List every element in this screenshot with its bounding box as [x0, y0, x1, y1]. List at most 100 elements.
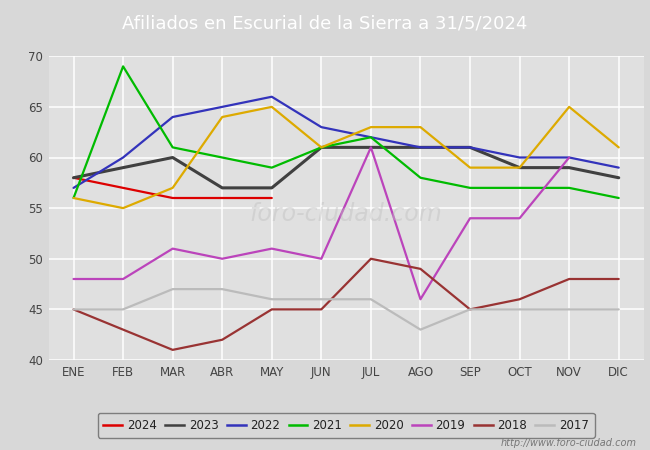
2018	[466, 307, 474, 312]
2022	[466, 145, 474, 150]
2018	[417, 266, 424, 271]
2020	[317, 145, 325, 150]
2018	[119, 327, 127, 332]
Line: 2020: 2020	[73, 107, 619, 208]
2019	[466, 216, 474, 221]
2019	[566, 155, 573, 160]
2023	[70, 175, 77, 180]
2020	[169, 185, 177, 191]
2017	[218, 287, 226, 292]
2023	[566, 165, 573, 171]
2017	[466, 307, 474, 312]
2021	[515, 185, 523, 191]
2022	[169, 114, 177, 120]
2022	[367, 135, 375, 140]
2022	[218, 104, 226, 110]
2019	[268, 246, 276, 251]
2022	[70, 185, 77, 191]
2021	[566, 185, 573, 191]
Line: 2023: 2023	[73, 148, 619, 188]
2022	[119, 155, 127, 160]
Text: Afiliados en Escurial de la Sierra a 31/5/2024: Afiliados en Escurial de la Sierra a 31/…	[122, 14, 528, 33]
2018	[515, 297, 523, 302]
Line: 2017: 2017	[73, 289, 619, 329]
2019	[515, 216, 523, 221]
2021	[417, 175, 424, 180]
2023	[119, 165, 127, 171]
2023	[317, 145, 325, 150]
Text: http://www.foro-ciudad.com: http://www.foro-ciudad.com	[501, 438, 637, 448]
2022	[615, 165, 623, 171]
2017	[268, 297, 276, 302]
2017	[615, 307, 623, 312]
2023	[367, 145, 375, 150]
2023	[169, 155, 177, 160]
2017	[566, 307, 573, 312]
2019	[169, 246, 177, 251]
Line: 2018: 2018	[73, 259, 619, 350]
2020	[218, 114, 226, 120]
2024	[268, 195, 276, 201]
2023	[218, 185, 226, 191]
2020	[119, 205, 127, 211]
2020	[566, 104, 573, 110]
2021	[466, 185, 474, 191]
2019	[417, 297, 424, 302]
2021	[317, 145, 325, 150]
2023	[615, 175, 623, 180]
2024	[119, 185, 127, 191]
2022	[317, 124, 325, 130]
Legend: 2024, 2023, 2022, 2021, 2020, 2019, 2018, 2017: 2024, 2023, 2022, 2021, 2020, 2019, 2018…	[98, 413, 595, 438]
2020	[268, 104, 276, 110]
Text: foro-ciudad.com: foro-ciudad.com	[250, 202, 443, 226]
2018	[268, 307, 276, 312]
2018	[367, 256, 375, 261]
2017	[119, 307, 127, 312]
2022	[417, 145, 424, 150]
2018	[317, 307, 325, 312]
2020	[615, 145, 623, 150]
2018	[218, 337, 226, 342]
2020	[417, 124, 424, 130]
2024	[218, 195, 226, 201]
2020	[70, 195, 77, 201]
2018	[70, 307, 77, 312]
2022	[566, 155, 573, 160]
2017	[417, 327, 424, 332]
2017	[515, 307, 523, 312]
2021	[367, 135, 375, 140]
2021	[615, 195, 623, 201]
2019	[317, 256, 325, 261]
2018	[566, 276, 573, 282]
2020	[466, 165, 474, 171]
2018	[615, 276, 623, 282]
2023	[268, 185, 276, 191]
Line: 2019: 2019	[73, 148, 569, 299]
2019	[70, 276, 77, 282]
2017	[70, 307, 77, 312]
2022	[268, 94, 276, 99]
2021	[70, 195, 77, 201]
2021	[268, 165, 276, 171]
2022	[515, 155, 523, 160]
2017	[169, 287, 177, 292]
2023	[515, 165, 523, 171]
2017	[367, 297, 375, 302]
2021	[119, 63, 127, 69]
2021	[218, 155, 226, 160]
Line: 2021: 2021	[73, 66, 619, 198]
2019	[218, 256, 226, 261]
2023	[417, 145, 424, 150]
2017	[317, 297, 325, 302]
2019	[119, 276, 127, 282]
2021	[169, 145, 177, 150]
Line: 2024: 2024	[73, 178, 272, 198]
2020	[515, 165, 523, 171]
2020	[367, 124, 375, 130]
2024	[169, 195, 177, 201]
2023	[466, 145, 474, 150]
2024	[70, 175, 77, 180]
Line: 2022: 2022	[73, 97, 619, 188]
2018	[169, 347, 177, 353]
2019	[367, 145, 375, 150]
